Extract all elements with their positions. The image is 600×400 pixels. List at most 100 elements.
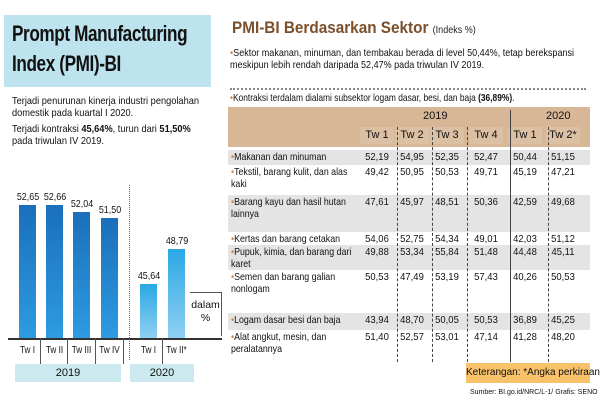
tick-label: Tw III [71, 345, 92, 356]
description-2: Terjadi kontraksi 45,64%, turun dari 51,… [12, 123, 191, 147]
table-cell: 47,21 [551, 166, 575, 178]
title-line-2: Index (PMI)-BI [12, 51, 121, 76]
row-label: •Logam dasar besi dan baja [231, 314, 341, 326]
data-label: 51,50 [98, 204, 122, 217]
title-line-1: Prompt Manufacturing [12, 21, 188, 46]
sector-title: PMI-BI Berdasarkan Sektor (Indeks %) [232, 18, 476, 37]
table-cell: 49,88 [365, 246, 389, 258]
table-cell: 44,48 [513, 246, 537, 258]
description-1: Terjadi penurunan kinerja industri pengo… [12, 95, 199, 119]
table-cell: 50,44 [513, 151, 537, 163]
table-cell: 54,06 [365, 233, 389, 245]
bar-0 [19, 205, 36, 338]
table-cell: 45,97 [400, 196, 424, 208]
row-label: •Alat angkut, mesin, dan peralatannya [231, 331, 327, 355]
year-2019: 2019 [423, 110, 448, 122]
data-label: 52,65 [16, 191, 40, 204]
tick-label: Tw I [140, 345, 157, 356]
tick-label: Tw II [45, 345, 64, 356]
table-row: •Alat angkut, mesin, dan peralatannya 51,… [228, 330, 590, 362]
bar-1 [46, 205, 63, 338]
table-cell: 51,15 [551, 151, 575, 163]
table-row: •Logam dasar besi dan baja 43,94 48,70 50,0… [228, 313, 590, 330]
row-label: •Barang kayu dan hasil hutan lainnya [231, 196, 346, 220]
tick-separator [40, 338, 41, 364]
bar-4 [140, 284, 157, 338]
data-label: 48,79 [165, 234, 189, 247]
note-1: •Sektor makanan, minuman, dan tembakau b… [230, 47, 575, 71]
pmi-bar-chart: dalam% 52,65 Tw I 52,66 Tw II 52,04 Tw III 51,… [0, 0, 230, 400]
row-label: •Tekstil, barang kulit, dan alas kaki [231, 166, 348, 190]
table-cell: 55,84 [435, 246, 459, 258]
column-header: Tw 1 [360, 127, 394, 144]
table-cell: 47,61 [365, 196, 389, 208]
table-cell: 50,53 [435, 166, 459, 178]
table-row: •Pupuk, kimia, dan barang dari karet 49,8… [228, 245, 590, 270]
table-cell: 53,34 [400, 246, 424, 258]
table-cell: 47,14 [474, 331, 498, 343]
row-label: •Semen dan barang galian nonlogam [231, 271, 336, 295]
table-row: •Kertas dan barang cetakan 54,06 52,75 54,3… [228, 232, 590, 245]
tick-separator [162, 338, 163, 364]
tick-label: Tw IV [99, 345, 120, 356]
note-divider [230, 88, 586, 90]
column-header: Tw 4 [469, 127, 503, 144]
table-cell: 57,43 [474, 271, 498, 283]
table-cell: 54,34 [435, 233, 459, 245]
table-cell: 49,01 [474, 233, 498, 245]
column-divider [467, 127, 468, 362]
column-header: Tw 1 [508, 127, 542, 144]
table-cell: 50,95 [400, 166, 424, 178]
unit-label: dalam% [190, 292, 222, 336]
table-cell: 41,28 [513, 331, 537, 343]
column-header: Tw 2 [395, 127, 429, 144]
row-label: •Makanan dan minuman [231, 151, 327, 163]
table-cell: 50,53 [365, 271, 389, 283]
table-cell: 47,49 [400, 271, 424, 283]
table-row: •Barang kayu dan hasil hutan lainnya 47,6… [228, 195, 590, 232]
table-cell: 50,36 [474, 196, 498, 208]
table-cell: 49,68 [551, 196, 575, 208]
data-label: 52,04 [70, 198, 94, 211]
tick-label: Tw II* [166, 345, 187, 356]
table-cell: 43,94 [365, 314, 389, 326]
table-cell: 42,03 [513, 233, 537, 245]
table-row: •Semen dan barang galian nonlogam 50,53 47… [228, 270, 590, 313]
tick-separator [67, 338, 68, 364]
source: Sumber: BI.go.id/NRC/L-1/ Grafis: SENO [470, 389, 598, 396]
table-cell: 51,40 [365, 331, 389, 343]
table-cell: 40,26 [513, 271, 537, 283]
table-header: 2019 2020 Tw 1 Tw 2 Tw 3 Tw 4 Tw 1 Tw 2* [228, 107, 590, 147]
note-2: •Kontraksi terdalam dialami subsektor lo… [230, 92, 515, 104]
table-cell: 50,53 [551, 271, 575, 283]
column-divider [432, 127, 433, 362]
column-divider [510, 110, 511, 362]
tick-separator [123, 338, 124, 364]
data-label: 45,64 [137, 270, 161, 283]
table-cell: 52,47 [474, 151, 498, 163]
table-cell: 50,05 [435, 314, 459, 326]
year-2020: 2020 [546, 110, 571, 122]
tick-separator [95, 338, 96, 364]
table-row: •Makanan dan minuman 52,19 54,95 52,35 52,47… [228, 150, 590, 165]
column-divider [548, 127, 549, 362]
group-label: 2019 [15, 364, 121, 382]
table-cell: 51,48 [474, 246, 498, 258]
table-cell: 52,35 [435, 151, 459, 163]
tick-label: Tw I [19, 345, 36, 356]
table-cell: 53,01 [435, 331, 459, 343]
row-label: •Pupuk, kimia, dan barang dari karet [231, 246, 352, 270]
table-cell: 49,42 [365, 166, 389, 178]
column-header: Tw 2* [546, 127, 580, 144]
column-header: Tw 3 [430, 127, 464, 144]
data-label: 52,66 [43, 191, 67, 204]
table-cell: 50,53 [474, 314, 498, 326]
bar-5 [168, 248, 185, 338]
table-cell: 45,19 [513, 166, 537, 178]
row-label: •Kertas dan barang cetakan [231, 233, 341, 245]
table-cell: 49,71 [474, 166, 498, 178]
table-cell: 36,89 [513, 314, 537, 326]
table-cell: 53,19 [435, 271, 459, 283]
table-cell: 52,57 [400, 331, 424, 343]
table-cell: 52,75 [400, 233, 424, 245]
